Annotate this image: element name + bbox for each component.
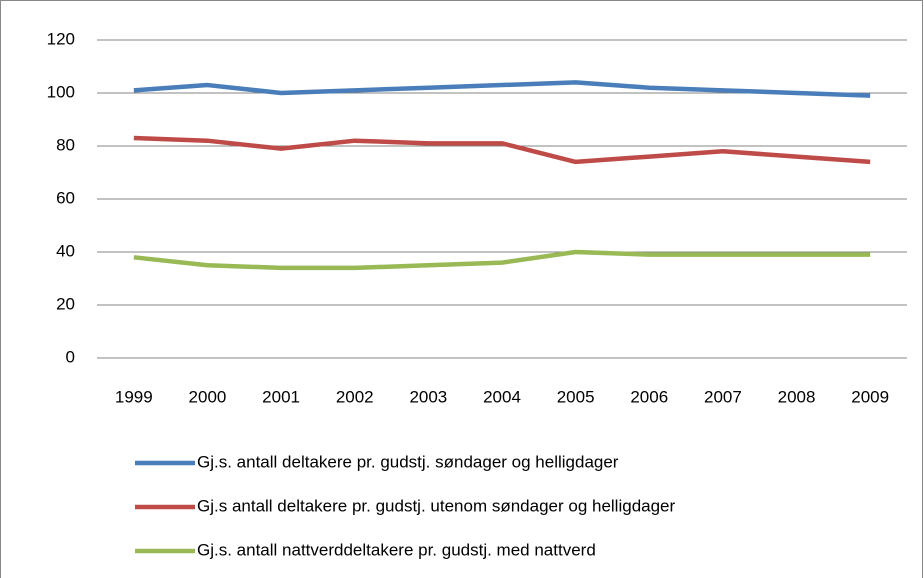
legend-label: Gj.s. antall deltakere pr. gudstj. sønda… <box>197 452 619 471</box>
legend-label: Gj.s antall deltakere pr. gudstj. utenom… <box>197 496 676 515</box>
x-tick-label: 1999 <box>115 387 153 406</box>
series-line <box>133 249 871 271</box>
y-tick-label: 80 <box>56 135 75 154</box>
y-tick-label: 60 <box>56 188 75 207</box>
x-tick-label: 2003 <box>409 387 447 406</box>
x-tick-label: 2005 <box>557 387 595 406</box>
x-tick-label: 2004 <box>483 387 521 406</box>
x-tick-label: 2007 <box>704 387 742 406</box>
y-tick-label: 0 <box>66 347 75 366</box>
x-tick-label: 2000 <box>189 387 227 406</box>
x-tick-label: 2002 <box>336 387 374 406</box>
x-tick-label: 2006 <box>630 387 668 406</box>
y-tick-label: 120 <box>47 29 75 48</box>
series-line <box>133 135 871 165</box>
y-tick-label: 40 <box>56 241 75 260</box>
x-tick-label: 2001 <box>262 387 300 406</box>
y-tick-label: 100 <box>47 82 75 101</box>
legend-label: Gj.s. antall nattverddeltakere pr. gudst… <box>197 540 596 559</box>
series-line <box>133 80 871 98</box>
y-tick-label: 20 <box>56 294 75 313</box>
x-tick-label: 2008 <box>778 387 816 406</box>
x-tick-label: 2009 <box>851 387 889 406</box>
